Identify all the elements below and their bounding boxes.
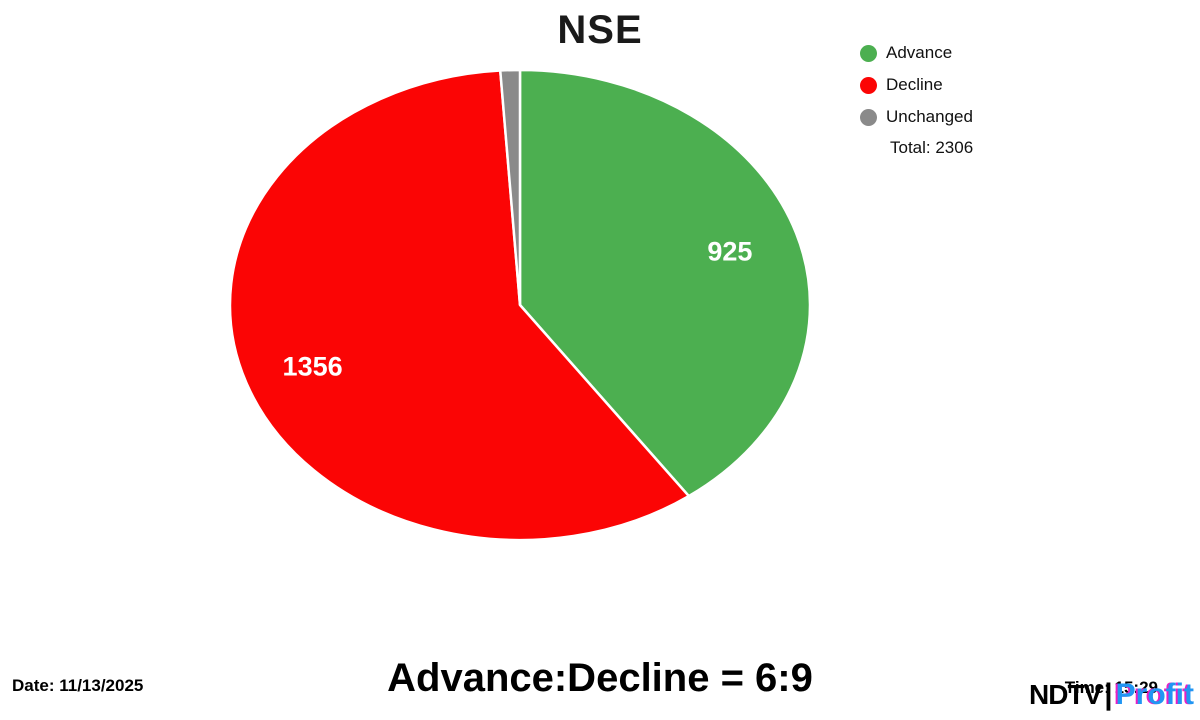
pie-slice-value-advance: 925 (707, 236, 752, 266)
pie-slice-value-decline: 1356 (283, 351, 343, 381)
unchanged-color-swatch (860, 108, 877, 126)
advance-decline-ratio: Advance:Decline = 6:9 (387, 656, 813, 700)
ndtv-profit-logo: NDTV | Profit (1029, 678, 1194, 712)
legend-item-unchanged: Unchanged (860, 106, 1160, 128)
pie-slice-unchanged (498, 68, 522, 306)
chart-title: NSE (557, 8, 643, 52)
ndtv-logo-text: NDTV (1029, 679, 1102, 710)
legend-item-decline: Decline (860, 74, 1160, 96)
profit-logo-text: Profit (1115, 678, 1194, 711)
legend-label: Decline (886, 75, 943, 94)
legend-total: Total: 2306 (890, 138, 974, 157)
decline-color-swatch (860, 76, 877, 94)
legend-item-advance: Advance (860, 42, 1160, 64)
legend-label: Advance (886, 43, 953, 62)
legend-label: Unchanged (886, 107, 973, 126)
chart-legend: Advance Decline Unchanged Total: 2306 (860, 42, 1160, 158)
pie-slice-decline (228, 69, 691, 542)
logo-separator: | (1104, 678, 1113, 711)
pie-slice-advance (518, 68, 812, 498)
advance-color-swatch (860, 44, 877, 62)
date-label: Date: 11/13/2025 (12, 676, 144, 695)
time-label: Time: 15:29 (1064, 678, 1158, 697)
